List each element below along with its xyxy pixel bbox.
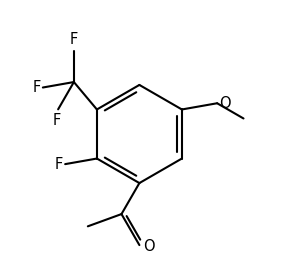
Text: O: O — [219, 96, 231, 111]
Text: O: O — [143, 239, 154, 254]
Text: F: F — [70, 32, 78, 47]
Text: F: F — [32, 80, 41, 95]
Text: F: F — [53, 113, 61, 128]
Text: F: F — [55, 157, 63, 172]
